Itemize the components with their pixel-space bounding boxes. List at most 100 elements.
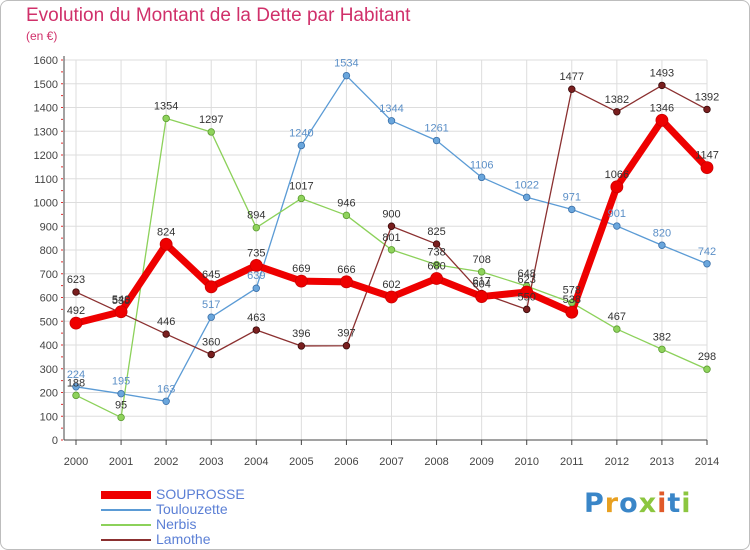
x-tick-label: 2004 <box>244 456 268 468</box>
data-label-souprosse: 824 <box>157 226 175 238</box>
y-tick-label: 400 <box>40 340 58 352</box>
data-label-nerbis: 188 <box>67 377 85 389</box>
data-label-toulouzette: 901 <box>608 208 626 220</box>
data-point-souprosse <box>610 180 624 194</box>
data-point-nerbis <box>387 246 396 254</box>
data-label-nerbis: 1354 <box>154 100 178 112</box>
x-tick-label: 2010 <box>514 456 538 468</box>
data-label-toulouzette: 195 <box>112 376 130 388</box>
data-point-souprosse <box>340 275 353 289</box>
data-label-lamothe: 535 <box>112 295 130 307</box>
data-label-toulouzette: 1240 <box>289 128 313 140</box>
data-label-toulouzette: 639 <box>247 270 265 282</box>
logo-letter: o <box>619 488 639 519</box>
data-point-souprosse <box>294 274 308 288</box>
data-point-lamothe <box>72 288 80 296</box>
data-label-nerbis: 298 <box>698 351 716 363</box>
data-point-toulouzette <box>72 383 80 391</box>
x-tick-label: 2013 <box>650 456 674 468</box>
legend-swatch <box>101 491 151 499</box>
chart-legend: SOUPROSSE Toulouzette Nerbis Lamothe <box>101 487 321 547</box>
data-point-lamothe <box>523 305 531 314</box>
y-tick-label: 100 <box>40 411 58 423</box>
data-label-nerbis: 467 <box>608 311 626 323</box>
data-point-lamothe <box>613 108 621 116</box>
x-tick-label: 2002 <box>154 456 178 468</box>
data-point-toulouzette <box>207 313 215 321</box>
logo-letter: i <box>657 488 668 519</box>
legend-label: Toulouzette <box>156 501 228 517</box>
x-tick-label: 2001 <box>109 456 133 468</box>
data-point-nerbis <box>72 391 80 400</box>
data-point-lamothe <box>162 330 170 338</box>
chart-subtitle: (en €) <box>26 29 58 43</box>
data-label-souprosse: 492 <box>67 305 85 317</box>
y-tick-label: 1600 <box>34 55 58 67</box>
y-tick-label: 800 <box>40 245 58 257</box>
data-label-lamothe: 1382 <box>605 94 629 106</box>
data-label-lamothe: 550 <box>518 291 536 303</box>
proxiti-logo: Proxiti <box>584 488 692 519</box>
data-label-toulouzette: 517 <box>202 299 220 311</box>
data-label-souprosse: 602 <box>382 279 400 291</box>
data-point-souprosse <box>430 272 443 285</box>
y-tick-label: 900 <box>40 221 58 233</box>
data-label-nerbis: 894 <box>247 210 265 222</box>
data-label-lamothe: 463 <box>247 312 265 324</box>
data-point-toulouzette <box>117 389 125 398</box>
data-point-nerbis <box>207 128 215 136</box>
x-tick-label: 2011 <box>560 456 584 468</box>
logo-letter: r <box>604 488 620 519</box>
data-point-lamothe <box>297 342 306 350</box>
y-tick-label: 1100 <box>34 174 58 186</box>
data-label-nerbis: 738 <box>427 247 445 259</box>
x-tick-label: 2007 <box>379 456 403 468</box>
data-point-toulouzette <box>162 397 170 405</box>
data-label-souprosse: 1346 <box>650 102 674 114</box>
data-label-nerbis: 1017 <box>289 180 313 192</box>
legend-label: SOUPROSSE <box>156 486 245 502</box>
legend-item: Lamothe <box>101 532 321 547</box>
data-point-souprosse <box>249 259 263 272</box>
data-point-lamothe <box>207 350 215 359</box>
data-point-nerbis <box>342 211 351 220</box>
data-point-toulouzette <box>432 136 441 145</box>
data-label-souprosse: 735 <box>247 247 265 259</box>
x-tick-label: 2009 <box>469 456 493 468</box>
x-tick-label: 2000 <box>64 456 88 468</box>
data-point-toulouzette <box>342 71 351 80</box>
data-point-souprosse <box>114 305 128 319</box>
x-tick-label: 2003 <box>199 456 223 468</box>
data-point-toulouzette <box>477 173 486 182</box>
data-point-nerbis <box>117 413 125 422</box>
data-point-toulouzette <box>252 284 260 292</box>
data-label-lamothe: 900 <box>382 208 400 220</box>
data-label-toulouzette: 1534 <box>334 58 358 70</box>
data-point-nerbis <box>658 345 666 353</box>
data-point-toulouzette <box>523 193 531 201</box>
data-label-souprosse: 1066 <box>605 169 629 181</box>
data-label-nerbis: 801 <box>382 232 400 244</box>
data-label-lamothe: 1493 <box>650 67 674 79</box>
data-label-nerbis: 1297 <box>199 114 223 126</box>
data-point-souprosse <box>520 285 534 299</box>
legend-label: Nerbis <box>156 516 197 532</box>
data-label-toulouzette: 1344 <box>379 103 403 115</box>
y-tick-label: 500 <box>40 316 58 328</box>
data-label-toulouzette: 224 <box>67 369 85 381</box>
y-tick-label: 1400 <box>34 103 58 115</box>
data-point-lamothe <box>703 105 711 114</box>
data-point-souprosse <box>385 290 398 304</box>
data-label-toulouzette: 742 <box>698 246 716 258</box>
data-point-nerbis <box>162 114 170 123</box>
y-tick-label: 200 <box>40 388 58 400</box>
data-label-souprosse: 645 <box>202 269 220 281</box>
chart-title: Evolution du Montant de la Dette par Hab… <box>26 5 411 26</box>
data-point-toulouzette <box>703 260 711 268</box>
legend-swatch <box>101 539 151 541</box>
logo-letter: P <box>584 488 605 519</box>
data-label-nerbis: 578 <box>563 285 581 297</box>
data-label-lamothe: 396 <box>292 328 310 340</box>
data-point-nerbis <box>432 261 441 269</box>
